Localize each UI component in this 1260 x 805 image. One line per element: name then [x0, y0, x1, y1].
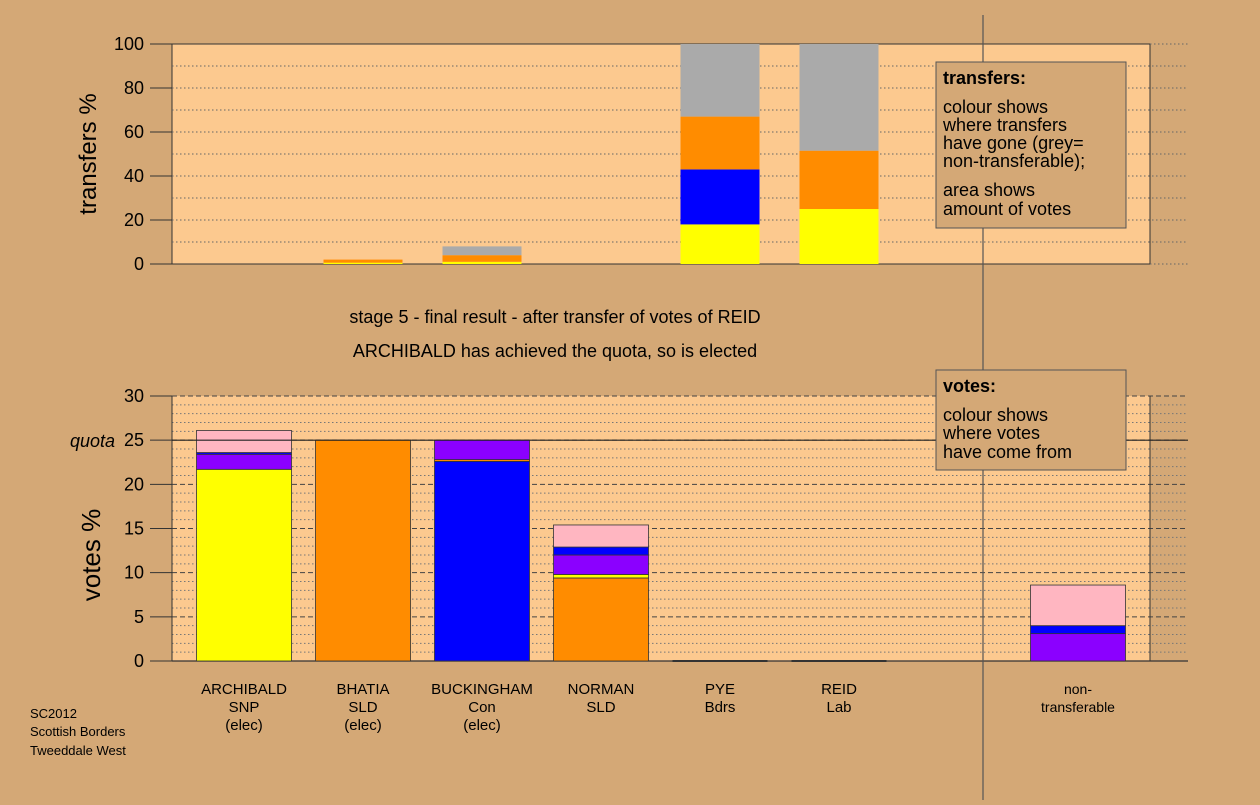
transfers-y-tick-label: 100: [114, 34, 144, 54]
transfers-bar-segment: [323, 262, 403, 264]
votes-x-tick-label: PYE: [705, 681, 735, 698]
votes-legend-line: colour shows: [943, 405, 1048, 425]
transfers-bar-segment: [680, 224, 760, 264]
votes-bar-segment: [434, 460, 530, 662]
votes-x-tick-label: SLD: [586, 699, 615, 716]
votes-y-tick-label: 25: [124, 430, 144, 450]
transfers-y-tick-label: 20: [124, 210, 144, 230]
votes-x-tick-label: BHATIA: [336, 681, 389, 698]
votes-y-tick-label: 5: [134, 607, 144, 627]
votes-legend-line: where votes: [942, 423, 1040, 443]
votes-y-tick-label: 0: [134, 651, 144, 671]
transfers-y-tick-label: 80: [124, 78, 144, 98]
transfers-bar-segment: [680, 116, 760, 170]
votes-bar-segment: [553, 574, 649, 579]
votes-x-labels: ARCHIBALDSNP(elec)BHATIASLD(elec)BUCKING…: [201, 681, 1115, 734]
transfers-bars: [323, 44, 879, 264]
votes-x-tick-label: Con: [468, 699, 496, 716]
votes-bar-segment: [1030, 584, 1126, 627]
votes-legend: votes: colour shows where votes have com…: [935, 369, 1127, 471]
votes-legend-line: have come from: [943, 442, 1072, 462]
votes-y-tick-label: 30: [124, 386, 144, 406]
footer-line: Scottish Borders: [30, 724, 126, 739]
votes-bars: [196, 430, 1126, 662]
votes-bar-segment: [553, 577, 649, 662]
quota-label: quota: [70, 431, 115, 451]
votes-y-tick-label: 20: [124, 474, 144, 494]
transfers-legend-line: amount of votes: [943, 199, 1071, 219]
votes-x-tick-label: transferable: [1041, 699, 1115, 715]
votes-bar-segment: [196, 430, 292, 453]
votes-x-tick-label: SNP: [229, 699, 260, 716]
votes-x-tick-label: non-: [1064, 681, 1092, 697]
transfers-legend: transfers: colour shows where transfers …: [935, 61, 1127, 229]
votes-bar-segment: [196, 468, 292, 662]
transfers-bar-segment: [323, 259, 403, 263]
transfers-legend-line: colour shows: [943, 97, 1048, 117]
votes-x-tick-label: Lab: [826, 699, 851, 716]
votes-bar-segment: [553, 554, 649, 575]
votes-x-tick-label: NORMAN: [568, 681, 635, 698]
transfers-legend-line: where transfers: [942, 115, 1067, 135]
votes-bar-segment: [196, 453, 292, 470]
transfers-bar-segment: [799, 150, 879, 209]
votes-x-tick-label: Bdrs: [705, 699, 736, 716]
votes-x-tick-label: SLD: [348, 699, 377, 716]
votes-y-tick-label: 10: [124, 563, 144, 583]
transfers-legend-title: transfers:: [943, 68, 1026, 88]
transfers-legend-line: have gone (grey=: [943, 133, 1084, 153]
votes-x-tick-label: (elec): [225, 717, 263, 734]
votes-legend-title: votes:: [943, 376, 996, 396]
votes-bar-segment: [553, 546, 649, 556]
footer-line: Tweeddale West: [30, 743, 126, 758]
votes-x-tick-label: ARCHIBALD: [201, 681, 287, 698]
transfers-legend-box: [935, 61, 1127, 229]
result-heading: ARCHIBALD has achieved the quota, so is …: [353, 341, 757, 361]
votes-y-axis-label: votes %: [76, 509, 106, 602]
votes-y-ticks: 0 5 10 15 20 25 30: [124, 386, 172, 671]
votes-bar-segment: [553, 524, 649, 548]
votes-x-tick-label: REID: [821, 681, 857, 698]
transfers-bar-segment: [799, 44, 879, 151]
transfers-legend-line: area shows: [943, 180, 1035, 200]
transfers-bar-segment: [680, 44, 760, 117]
transfers-gridlines: [172, 43, 1188, 265]
transfers-bar-segment: [680, 169, 760, 225]
transfers-bar-segment: [442, 255, 522, 262]
votes-bar-segment: [434, 439, 530, 460]
transfers-legend-line: non-transferable);: [943, 151, 1085, 171]
votes-y-tick-label: 15: [124, 519, 144, 539]
transfers-y-tick-label: 0: [134, 254, 144, 274]
votes-legend-box: [935, 369, 1127, 471]
transfers-y-ticks: 0 20 40 60 80 100: [114, 34, 172, 274]
transfers-bar-segment: [442, 261, 522, 264]
votes-x-tick-label: (elec): [463, 717, 501, 734]
footer-line: SC2012: [30, 706, 77, 721]
votes-x-tick-label: (elec): [344, 717, 382, 734]
transfers-y-axis-label: transfers %: [75, 93, 102, 214]
transfers-y-tick-label: 40: [124, 166, 144, 186]
transfers-bar-segment: [442, 246, 522, 256]
transfers-y-tick-label: 60: [124, 122, 144, 142]
votes-bar-segment: [1030, 625, 1126, 635]
stage-heading: stage 5 - final result - after transfer …: [349, 307, 760, 327]
votes-bar-segment: [315, 439, 411, 662]
footer: SC2012 Scottish Borders Tweeddale West: [30, 706, 126, 758]
votes-x-tick-label: BUCKINGHAM: [431, 681, 533, 698]
transfers-bar-segment: [799, 209, 879, 264]
votes-bar-segment: [1030, 633, 1126, 662]
